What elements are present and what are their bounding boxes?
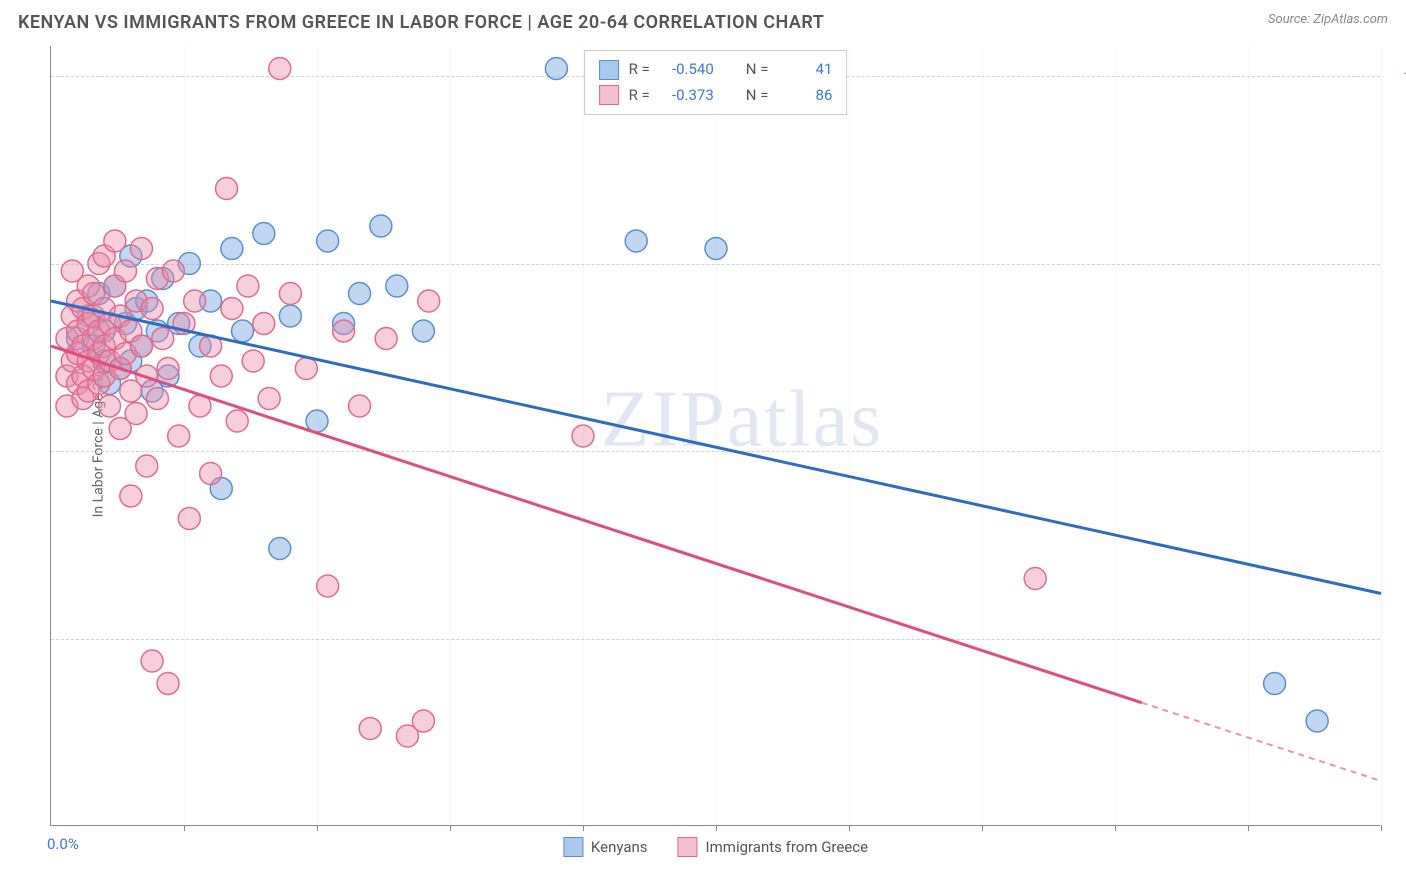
x-tick xyxy=(1248,825,1249,831)
legend-row: R = -0.373 N = 86 xyxy=(599,83,833,109)
data-point xyxy=(1306,710,1328,732)
data-point xyxy=(237,275,259,297)
data-point xyxy=(306,410,328,432)
stat-n-label: N = xyxy=(746,57,769,83)
data-point xyxy=(216,178,238,200)
x-tick xyxy=(317,825,318,831)
data-point xyxy=(162,260,184,282)
legend-label: Immigrants from Greece xyxy=(706,838,869,856)
data-point xyxy=(269,58,291,80)
x-tick xyxy=(450,825,451,831)
legend-swatch xyxy=(678,837,698,857)
data-point xyxy=(146,388,168,410)
stat-n-value: 41 xyxy=(778,57,832,83)
stat-r-label: R = xyxy=(629,83,650,109)
data-point xyxy=(104,230,126,252)
data-point xyxy=(253,223,275,245)
data-point xyxy=(99,395,121,417)
data-point xyxy=(125,403,147,425)
stat-r-value: -0.540 xyxy=(660,57,714,83)
legend-item: Kenyans xyxy=(563,837,648,857)
y-tick-label: 62.5% xyxy=(1388,631,1406,649)
data-point xyxy=(349,283,371,305)
legend-swatch xyxy=(599,60,619,80)
data-point xyxy=(370,215,392,237)
data-point xyxy=(114,260,136,282)
x-tick xyxy=(583,825,584,831)
data-point xyxy=(130,238,152,260)
data-point xyxy=(232,320,254,342)
data-point xyxy=(625,230,647,252)
legend-swatch xyxy=(599,85,619,105)
y-tick-label: 87.5% xyxy=(1388,256,1406,274)
data-point xyxy=(178,508,200,530)
data-point xyxy=(418,290,440,312)
data-point xyxy=(200,463,222,485)
data-point xyxy=(152,328,174,350)
stat-r-label: R = xyxy=(629,57,650,83)
stat-n-value: 86 xyxy=(778,83,832,109)
stat-n-label: N = xyxy=(746,83,769,109)
chart-header: KENYAN VS IMMIGRANTS FROM GREECE IN LABO… xyxy=(0,0,1406,41)
legend-row: R = -0.540 N = 41 xyxy=(599,57,833,83)
data-point xyxy=(210,365,232,387)
data-point xyxy=(269,538,291,560)
regression-line xyxy=(51,346,1142,703)
x-tick xyxy=(982,825,983,831)
data-point xyxy=(157,358,179,380)
data-point xyxy=(258,388,280,410)
data-point xyxy=(412,710,434,732)
data-point xyxy=(279,283,301,305)
y-tick-label: 100.0% xyxy=(1388,68,1406,86)
data-point xyxy=(375,328,397,350)
legend-label: Kenyans xyxy=(591,838,648,856)
data-point xyxy=(705,238,727,260)
series-legend: Kenyans Immigrants from Greece xyxy=(563,837,868,857)
x-tick xyxy=(716,825,717,831)
data-point xyxy=(184,290,206,312)
data-point xyxy=(1264,673,1286,695)
data-point xyxy=(141,650,163,672)
data-point xyxy=(349,395,371,417)
data-point xyxy=(359,718,381,740)
data-point xyxy=(242,350,264,372)
data-point xyxy=(157,673,179,695)
data-point xyxy=(221,298,243,320)
data-point xyxy=(1024,568,1046,590)
data-point xyxy=(412,320,434,342)
data-point xyxy=(226,410,248,432)
data-point xyxy=(279,305,301,327)
x-tick xyxy=(1381,825,1382,831)
data-point xyxy=(136,455,158,477)
data-point xyxy=(253,313,275,335)
y-tick-label: 75.0% xyxy=(1388,443,1406,461)
data-point xyxy=(141,298,163,320)
legend-item: Immigrants from Greece xyxy=(678,837,869,857)
regression-line-extrapolated xyxy=(1142,703,1381,781)
legend-swatch xyxy=(563,837,583,857)
x-origin-label: 0.0% xyxy=(47,835,79,853)
x-tick xyxy=(184,825,185,831)
chart-area: In Labor Force | Age 20-64 ZIPatlas 62.5… xyxy=(50,46,1380,826)
data-point xyxy=(130,335,152,357)
data-point xyxy=(317,575,339,597)
x-tick xyxy=(1115,825,1116,831)
data-point xyxy=(295,358,317,380)
data-point xyxy=(221,238,243,260)
data-point xyxy=(572,425,594,447)
correlation-legend: R = -0.540 N = 41 R = -0.373 N = 86 xyxy=(584,50,848,115)
data-point xyxy=(386,275,408,297)
chart-title: KENYAN VS IMMIGRANTS FROM GREECE IN LABO… xyxy=(18,12,824,33)
regression-line xyxy=(51,301,1381,594)
x-tick xyxy=(849,825,850,831)
data-point xyxy=(120,485,142,507)
source-attribution: Source: ZipAtlas.com xyxy=(1268,12,1388,27)
stat-r-value: -0.373 xyxy=(660,83,714,109)
data-point xyxy=(317,230,339,252)
data-point xyxy=(545,58,567,80)
scatter-plot xyxy=(51,46,1380,825)
data-point xyxy=(168,425,190,447)
data-point xyxy=(333,320,355,342)
